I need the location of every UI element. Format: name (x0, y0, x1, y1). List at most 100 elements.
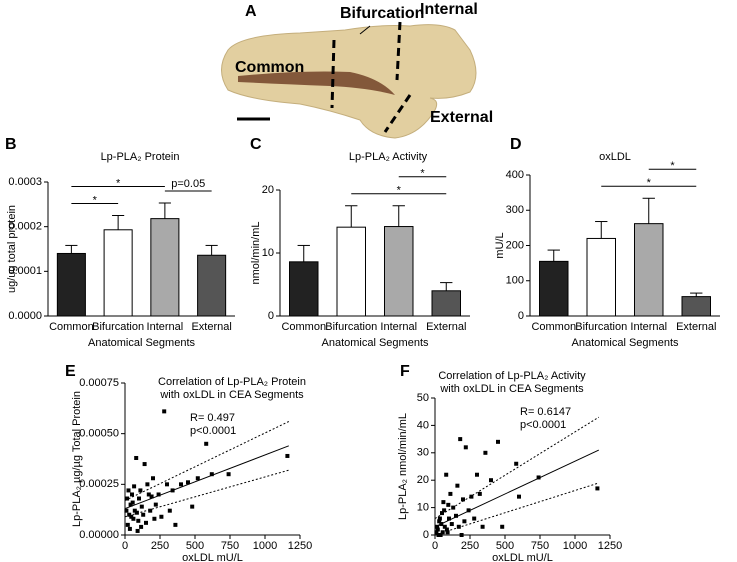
point (186, 480, 190, 485)
y-axis-label: Lp-PLA₂ µg/µg Total Protein (71, 391, 83, 527)
point (440, 511, 444, 516)
point (514, 461, 519, 466)
y-tick-label: 400 (506, 169, 524, 181)
photo-label: External (430, 109, 493, 126)
point (132, 508, 137, 513)
photo-label: Internal (420, 1, 478, 18)
point (139, 504, 144, 509)
y-tick-label: 0.0000 (8, 310, 42, 322)
point (466, 508, 471, 513)
y-axis-label: Lp-PLA₂ nmol/min/mL (397, 413, 409, 520)
point (125, 522, 130, 527)
bar (431, 290, 461, 317)
y-axis-label: mU/L (494, 232, 506, 258)
point (127, 526, 132, 531)
ci-line (434, 482, 599, 536)
point (159, 514, 164, 519)
point (442, 508, 447, 513)
y-tick-label: 300 (506, 204, 524, 216)
point (165, 482, 169, 487)
ci-line (124, 469, 289, 518)
bracket-label: * (397, 185, 402, 197)
point (489, 478, 493, 483)
fit-line (434, 449, 600, 528)
point (477, 491, 482, 496)
point (437, 519, 442, 524)
point (167, 508, 172, 513)
point (458, 437, 463, 442)
panel-letter: B (5, 136, 17, 153)
y-tick-label: 0.0003 (8, 176, 42, 188)
chart-title: Correlation of Lp-PLA₂ Protein (158, 376, 306, 388)
point (151, 476, 155, 481)
x-tick-label: Common (49, 321, 94, 333)
point (209, 472, 214, 477)
point (435, 524, 440, 529)
y-tick-label: 0 (518, 310, 524, 322)
bracket-label: * (647, 177, 652, 189)
point (144, 520, 148, 525)
x-tick-label: 1000 (563, 540, 587, 552)
y-tick-label: 20 (417, 474, 429, 486)
point (226, 472, 231, 477)
x-tick-label: 250 (151, 540, 169, 552)
point (500, 524, 505, 529)
y-tick-label: 0 (423, 529, 429, 541)
chart-title: with oxLDL in CEA Segments (159, 389, 304, 401)
x-tick-label: 0 (432, 540, 438, 552)
point (449, 522, 454, 527)
x-axis-label: oxLDL mU/L (492, 552, 553, 562)
y-tick-label: 100 (506, 275, 524, 287)
bar (336, 226, 366, 317)
point (156, 492, 161, 497)
point (472, 516, 477, 521)
point (124, 508, 129, 513)
bar (586, 237, 616, 317)
bracket-label: * (420, 168, 425, 180)
panel-letter: F (400, 363, 410, 380)
point (145, 482, 150, 487)
bar (56, 252, 86, 317)
cut-line (330, 39, 336, 109)
x-tick-label: 500 (186, 540, 204, 552)
x-tick-label: Common (281, 321, 326, 333)
point (517, 494, 521, 499)
arrow (359, 25, 371, 35)
cut-line (395, 21, 402, 81)
x-tick-label: Internal (630, 321, 667, 333)
bracket-label: * (670, 160, 675, 172)
point (285, 453, 290, 458)
point (162, 409, 167, 414)
photo-label: Bifurcation (340, 5, 424, 22)
chart-title: oxLDL (599, 151, 631, 163)
bar (289, 261, 319, 317)
cut-line (383, 94, 412, 133)
y-tick-label: 200 (506, 239, 524, 251)
point (475, 472, 479, 477)
x-axis-label: Anatomical Segments (322, 337, 429, 349)
photo-label: Common (235, 59, 304, 76)
chart-title: with oxLDL in CEA Segments (439, 383, 584, 395)
x-tick-label: Internal (380, 321, 417, 333)
point (134, 455, 139, 460)
photo-panel: A Bifurcation Internal Common External (221, 1, 493, 139)
point (134, 510, 139, 515)
x-tick-label: External (676, 321, 716, 333)
x-tick-label: Common (531, 321, 576, 333)
x-tick-label: 750 (531, 540, 549, 552)
bar (539, 260, 569, 317)
point (444, 472, 449, 477)
point (136, 518, 141, 523)
chart-title: Lp-PLA₂ Activity (349, 151, 428, 163)
point (483, 450, 488, 455)
x-axis-label: Anatomical Segments (88, 337, 195, 349)
x-tick-label: 0 (122, 540, 128, 552)
point (153, 502, 158, 507)
x-tick-label: Internal (147, 321, 184, 333)
point (456, 524, 461, 529)
x-tick-label: 1250 (288, 540, 312, 552)
x-tick-label: 1250 (598, 540, 622, 552)
stat-label: p<0.0001 (190, 425, 236, 437)
point (441, 500, 446, 505)
